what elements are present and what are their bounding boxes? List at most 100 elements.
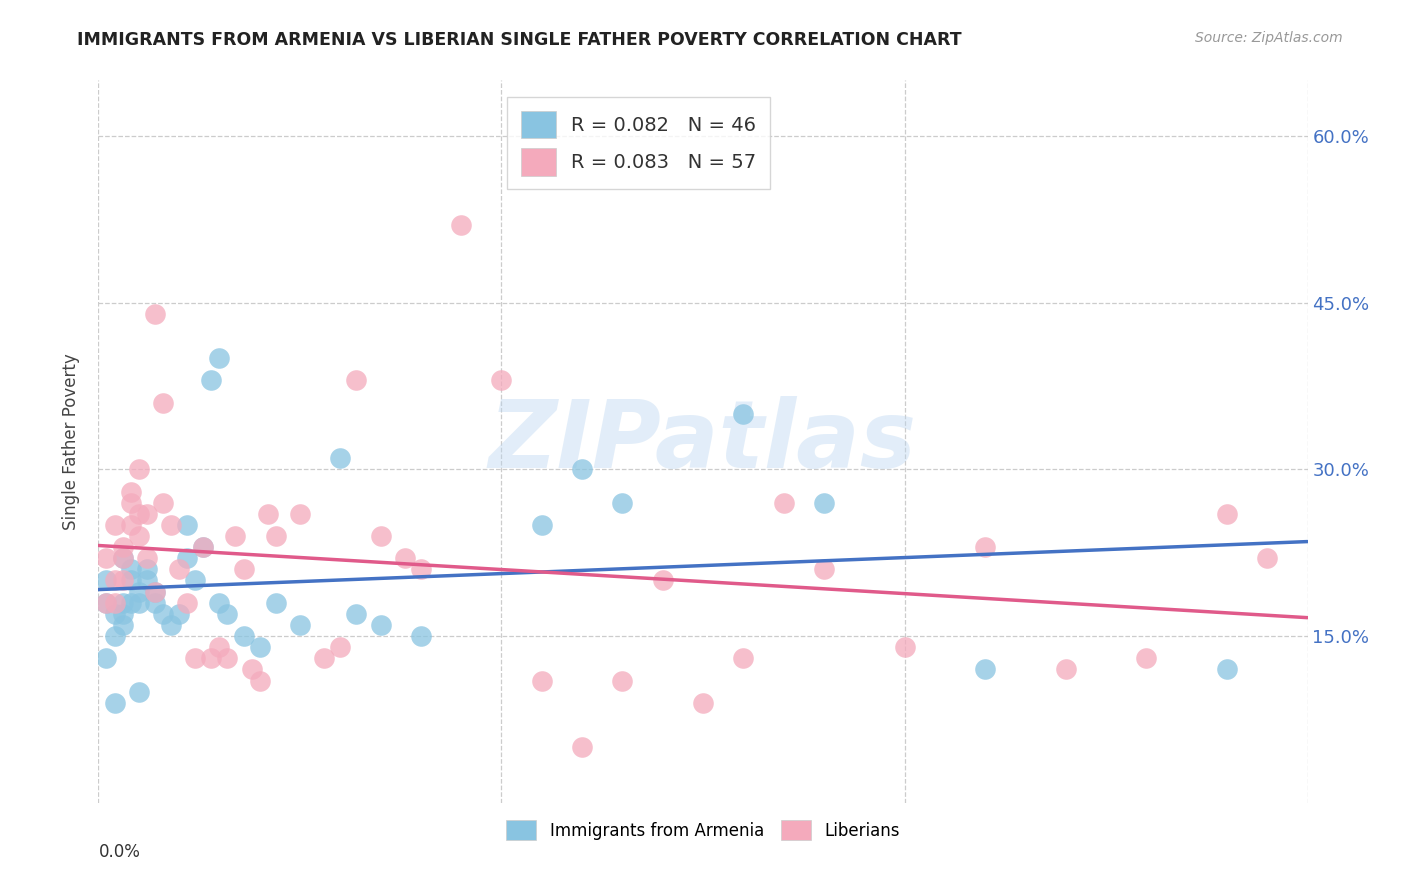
Point xyxy=(135,574,157,588)
Point xyxy=(176,596,198,610)
Point xyxy=(571,462,593,476)
Legend: Immigrants from Armenia, Liberians: Immigrants from Armenia, Liberians xyxy=(498,812,908,848)
Point xyxy=(264,596,287,610)
Point xyxy=(143,584,166,599)
Point xyxy=(120,517,142,532)
Point xyxy=(264,529,287,543)
Point xyxy=(232,629,254,643)
Point xyxy=(152,496,174,510)
Text: IMMIGRANTS FROM ARMENIA VS LIBERIAN SINGLE FATHER POVERTY CORRELATION CHART: IMMIGRANTS FROM ARMENIA VS LIBERIAN SING… xyxy=(77,31,962,49)
Point xyxy=(167,607,190,621)
Point xyxy=(232,562,254,576)
Point xyxy=(409,562,432,576)
Point xyxy=(813,496,835,510)
Point xyxy=(143,584,166,599)
Point xyxy=(733,651,755,665)
Point xyxy=(193,540,215,554)
Point xyxy=(394,551,416,566)
Point xyxy=(128,596,150,610)
Point xyxy=(1216,507,1239,521)
Point xyxy=(143,596,166,610)
Point xyxy=(96,596,118,610)
Text: ZIPatlas: ZIPatlas xyxy=(489,395,917,488)
Point xyxy=(329,451,352,466)
Point xyxy=(135,507,157,521)
Point xyxy=(450,218,472,232)
Point xyxy=(692,696,714,710)
Point xyxy=(111,540,134,554)
Point xyxy=(152,395,174,409)
Point xyxy=(103,696,125,710)
Point xyxy=(120,484,142,499)
Point xyxy=(530,517,553,532)
Point xyxy=(344,373,367,387)
Point xyxy=(370,618,392,632)
Point xyxy=(288,507,311,521)
Point xyxy=(1256,551,1278,566)
Point xyxy=(208,351,231,366)
Point xyxy=(974,540,997,554)
Point xyxy=(893,640,915,655)
Point xyxy=(103,607,125,621)
Point xyxy=(1054,662,1077,676)
Point xyxy=(96,574,118,588)
Point xyxy=(612,496,634,510)
Point xyxy=(288,618,311,632)
Point xyxy=(96,551,118,566)
Point xyxy=(314,651,336,665)
Y-axis label: Single Father Poverty: Single Father Poverty xyxy=(62,353,80,530)
Point xyxy=(103,517,125,532)
Point xyxy=(135,562,157,576)
Point xyxy=(135,551,157,566)
Point xyxy=(128,529,150,543)
Point xyxy=(128,462,150,476)
Point xyxy=(217,651,239,665)
Point xyxy=(184,651,207,665)
Point xyxy=(128,507,150,521)
Point xyxy=(176,551,198,566)
Point xyxy=(329,640,352,655)
Point xyxy=(103,629,125,643)
Point xyxy=(249,673,271,688)
Point xyxy=(772,496,794,510)
Point xyxy=(491,373,513,387)
Point xyxy=(530,673,553,688)
Point xyxy=(409,629,432,643)
Point xyxy=(193,540,215,554)
Point xyxy=(111,618,134,632)
Point xyxy=(120,596,142,610)
Point xyxy=(167,562,190,576)
Point xyxy=(974,662,997,676)
Point xyxy=(103,574,125,588)
Point xyxy=(651,574,673,588)
Point xyxy=(111,551,134,566)
Point xyxy=(120,562,142,576)
Point xyxy=(143,307,166,321)
Point xyxy=(217,607,239,621)
Point xyxy=(256,507,278,521)
Point xyxy=(120,574,142,588)
Point xyxy=(612,673,634,688)
Text: 0.0%: 0.0% xyxy=(98,843,141,861)
Point xyxy=(1135,651,1157,665)
Point xyxy=(160,517,183,532)
Point xyxy=(96,596,118,610)
Point xyxy=(813,562,835,576)
Text: Source: ZipAtlas.com: Source: ZipAtlas.com xyxy=(1195,31,1343,45)
Point xyxy=(208,596,231,610)
Point xyxy=(128,684,150,698)
Point xyxy=(208,640,231,655)
Point xyxy=(103,596,125,610)
Point xyxy=(96,651,118,665)
Point xyxy=(370,529,392,543)
Point xyxy=(1216,662,1239,676)
Point xyxy=(240,662,263,676)
Point xyxy=(111,574,134,588)
Point xyxy=(184,574,207,588)
Point xyxy=(111,596,134,610)
Point xyxy=(128,584,150,599)
Point xyxy=(111,551,134,566)
Point xyxy=(160,618,183,632)
Point xyxy=(571,740,593,755)
Point xyxy=(200,373,222,387)
